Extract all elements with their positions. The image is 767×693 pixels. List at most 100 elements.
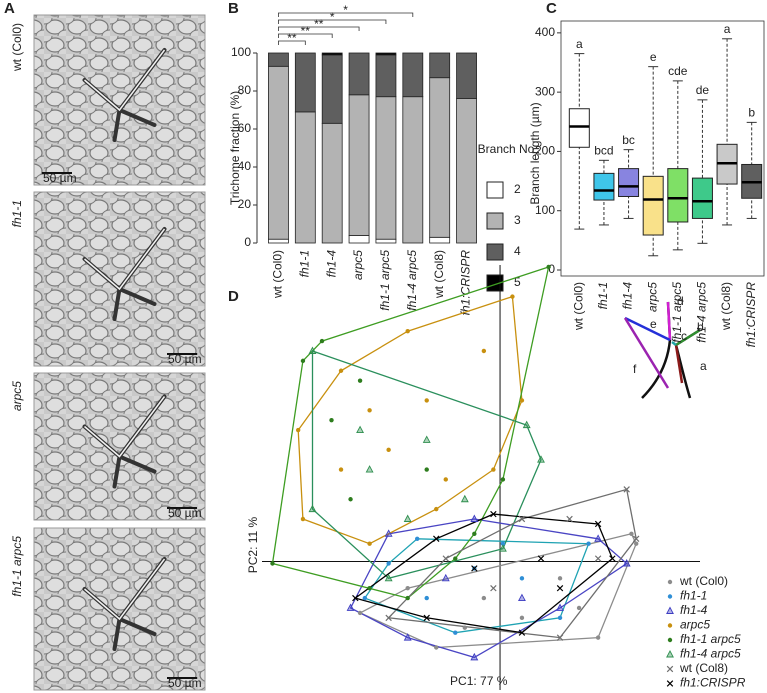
x-tick-label: fh1-1 — [596, 282, 610, 309]
point — [462, 625, 468, 630]
x-tick-label: fh1:CRISPR — [459, 250, 473, 316]
box — [642, 175, 664, 236]
x-tick-label: fh1-4 arpc5 — [695, 282, 709, 343]
legend-swatch — [486, 181, 504, 199]
point — [634, 541, 639, 546]
panel-label: C — [546, 0, 557, 17]
point — [557, 615, 563, 621]
y-tick-label: 20 — [238, 197, 252, 211]
image-caption: fh1-1 — [10, 200, 24, 227]
legend-marker — [666, 606, 674, 614]
micrograph — [33, 191, 206, 367]
point — [518, 629, 526, 636]
point — [595, 635, 601, 640]
point — [629, 531, 634, 537]
x-tick-label: fh1-4 arpc5 — [405, 250, 419, 311]
x-tick-label: fh1-4 — [621, 282, 635, 310]
point — [319, 338, 325, 344]
point — [481, 348, 487, 354]
point — [623, 486, 630, 493]
hull — [311, 350, 542, 580]
point — [471, 565, 478, 572]
panel-label: B — [228, 0, 239, 17]
point — [348, 497, 353, 502]
legend-marker — [667, 579, 673, 585]
legend-marker — [667, 623, 673, 628]
legend-title: Branch No — [478, 142, 535, 156]
legend-label: wt (Col8) — [679, 661, 728, 675]
trichome-highlight — [84, 558, 166, 621]
point — [594, 555, 602, 562]
point — [434, 645, 439, 650]
point — [576, 605, 582, 611]
x-tick-label: wt (Col8) — [719, 282, 733, 331]
x-tick-label: fh1-1 arpc5 — [670, 282, 684, 343]
bar-segment — [268, 238, 289, 244]
x-axis-label: PC1: 77 % — [450, 674, 508, 688]
point — [470, 514, 479, 522]
group-letter: a — [724, 22, 731, 36]
point — [519, 615, 525, 621]
hull — [271, 266, 550, 599]
point — [566, 515, 573, 523]
significance-bracket — [278, 12, 414, 17]
y-tick-label: 0 — [548, 262, 555, 276]
point — [384, 573, 393, 582]
x-tick-label: arpc5 — [351, 250, 365, 280]
point — [472, 531, 477, 537]
y-tick-label: 100 — [535, 203, 555, 217]
point — [443, 477, 448, 482]
x-tick-label: fh1-1 — [297, 250, 311, 277]
legend-label: 4 — [514, 244, 521, 258]
point — [470, 652, 479, 661]
group-letter: bcd — [594, 143, 613, 157]
point — [424, 398, 429, 403]
group-letter: de — [696, 83, 710, 97]
bar-segment — [268, 65, 289, 240]
point — [441, 573, 450, 582]
point — [546, 264, 551, 270]
micrograph — [33, 527, 206, 691]
point — [424, 467, 429, 472]
y-tick-label: 80 — [238, 83, 252, 97]
point — [338, 467, 344, 472]
box — [691, 177, 713, 219]
group-letter: cde — [668, 64, 688, 78]
legend-label: 3 — [514, 213, 521, 227]
point — [453, 630, 458, 635]
trichome-highlight — [84, 396, 166, 458]
x-tick-label: wt (Col0) — [571, 282, 585, 331]
y-axis-label: PC2: 11 % — [246, 516, 260, 573]
point — [405, 595, 410, 601]
legend-swatch — [486, 274, 504, 292]
diagram-label: d — [677, 294, 684, 308]
bar-segment — [348, 52, 370, 96]
point — [405, 329, 410, 334]
point — [385, 614, 392, 622]
diagram-label: b — [697, 320, 704, 334]
point — [362, 595, 368, 601]
legend-label: fh1-4 arpc5 — [680, 647, 741, 661]
point — [594, 534, 603, 542]
point — [434, 506, 439, 512]
x-tick-label: wt (Col0) — [271, 250, 285, 299]
point — [481, 595, 487, 601]
box — [593, 172, 615, 201]
legend-label: fh1-1 — [680, 589, 707, 603]
micrograph — [33, 14, 206, 186]
point — [556, 634, 564, 641]
legend-marker — [667, 594, 673, 599]
point — [403, 633, 412, 641]
point — [519, 398, 525, 403]
point — [346, 603, 355, 611]
legend-marker — [667, 637, 673, 643]
point — [338, 368, 344, 373]
point — [557, 576, 563, 581]
significance-label: ** — [301, 24, 311, 38]
point — [422, 435, 431, 443]
point — [367, 585, 372, 591]
point — [517, 593, 526, 602]
bar-segment — [402, 96, 424, 244]
bar-segment — [456, 52, 477, 99]
